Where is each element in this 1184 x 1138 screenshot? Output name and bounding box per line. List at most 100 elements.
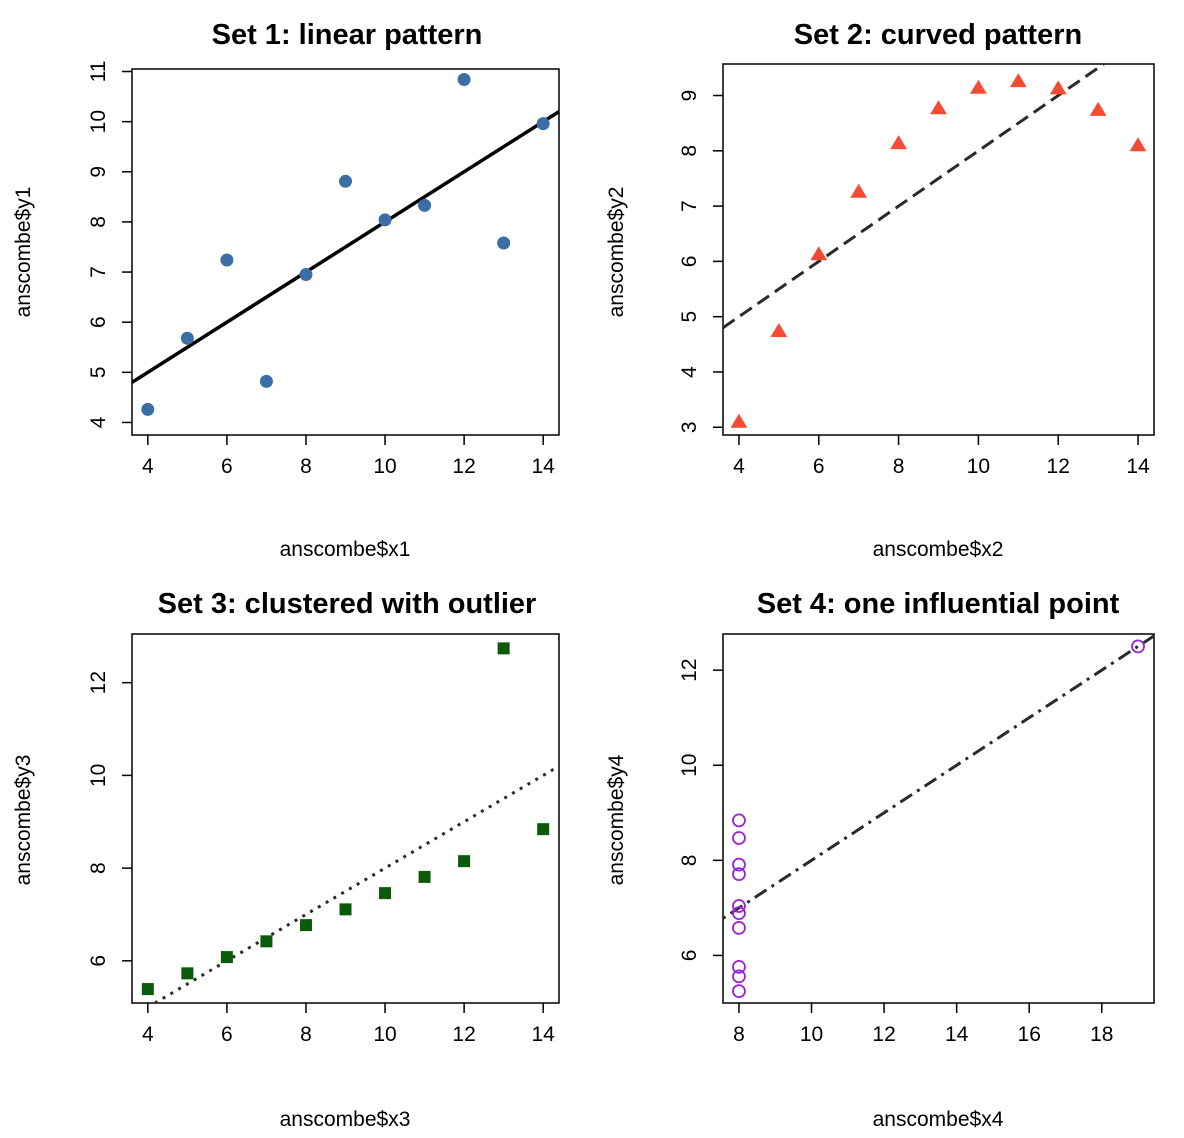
y-axis: 6 8 10 12	[87, 671, 132, 967]
x-tick-label: 6	[813, 455, 825, 478]
y-axis-label: anscombe$y2	[605, 187, 628, 318]
x-tick-label: 8	[300, 455, 312, 478]
plot-frame	[722, 63, 1155, 436]
data-point	[732, 867, 746, 882]
data-point	[299, 919, 312, 932]
x-tick-label: 12	[452, 455, 475, 478]
y-tick-label: 6	[87, 955, 110, 967]
x-tick-label: 14	[532, 455, 556, 478]
y-tick-label: 5	[678, 311, 701, 323]
x-tick-label: 8	[893, 455, 905, 478]
data-point	[260, 935, 273, 948]
panel-title: Set 3: clustered with outlier	[158, 588, 537, 620]
data-point	[457, 73, 471, 87]
y-tick-label: 9	[678, 90, 701, 102]
data-point	[497, 236, 511, 250]
data-point	[497, 642, 510, 655]
data-point	[1089, 101, 1107, 116]
data-point	[732, 857, 746, 872]
x-tick-label: 14	[532, 1023, 556, 1046]
x-axis: 4 6 8 10 12 14	[142, 435, 555, 478]
x-tick-label: 6	[221, 455, 233, 478]
data-point	[770, 323, 788, 338]
y-tick-label: 7	[87, 266, 110, 278]
y-tick-label: 8	[87, 862, 110, 874]
x-axis: 8 10 12 14 16 18	[733, 1003, 1113, 1046]
data-point	[1009, 73, 1027, 88]
regression-line	[131, 110, 560, 384]
data-point	[890, 135, 907, 150]
y-axis: 4 5 6 7 8 9 10 11	[87, 61, 132, 428]
data-point	[732, 831, 746, 845]
x-tick-label: 6	[221, 1023, 233, 1046]
y-axis-label: anscombe$y4	[605, 754, 628, 885]
x-tick-label: 14	[945, 1023, 969, 1046]
data-point	[732, 984, 746, 999]
x-tick-label: 12	[1047, 455, 1070, 478]
x-axis-label: anscombe$x2	[873, 538, 1004, 561]
y-tick-label: 3	[678, 421, 701, 433]
data-point	[379, 887, 392, 900]
data-point	[810, 246, 828, 261]
y-tick-label: 6	[678, 950, 701, 962]
data-layer	[141, 642, 560, 1005]
data-point	[1129, 137, 1147, 152]
x-tick-label: 10	[373, 1023, 396, 1046]
panel-set-2: Set 2: curved pattern 4 6 8 10 12 14 3456789 …	[605, 19, 1155, 561]
y-tick-label: 6	[87, 316, 110, 328]
data-point	[418, 870, 431, 883]
data-point	[732, 813, 746, 828]
data-point	[181, 967, 194, 980]
y-tick-label: 12	[678, 658, 701, 681]
x-tick-label: 10	[373, 455, 396, 478]
x-axis: 4 6 8 10 12 14	[733, 435, 1150, 478]
y-tick-label: 9	[87, 166, 110, 178]
data-point	[141, 402, 155, 416]
data-point	[378, 213, 392, 227]
x-tick-label: 10	[967, 455, 990, 478]
data-point	[1131, 639, 1145, 654]
y-tick-label: 12	[87, 671, 110, 694]
y-tick-label: 10	[87, 764, 110, 787]
plot-frame	[131, 633, 560, 1004]
data-point	[732, 969, 746, 984]
x-tick-label: 8	[300, 1023, 312, 1046]
panel-set-1: Set 1: linear pattern 4 6 8 10 12 14 4 5 6 7 8 9 10…	[12, 19, 560, 561]
x-tick-label: 4	[733, 455, 745, 478]
data-point	[732, 906, 746, 921]
x-tick-label: 4	[142, 1023, 154, 1046]
data-point	[458, 855, 471, 868]
plot-frame	[131, 68, 560, 436]
data-point	[220, 253, 234, 267]
y-axis: 3 4 5 6 7 8 9	[678, 90, 723, 433]
panel-set-3: Set 3: clustered with outlier 4 6 8 10 12 14 …	[12, 588, 560, 1131]
x-tick-label: 14	[1126, 455, 1150, 478]
x-tick-label: 4	[142, 455, 154, 478]
regression-line	[722, 634, 1155, 920]
data-layer	[131, 73, 560, 416]
data-point	[339, 903, 352, 916]
y-tick-label: 8	[678, 145, 701, 157]
data-point	[339, 174, 352, 188]
x-tick-label: 8	[733, 1023, 745, 1046]
y-tick-label: 5	[87, 366, 110, 378]
data-point	[299, 268, 313, 282]
data-point	[970, 79, 987, 94]
y-axis-label: anscombe$y3	[12, 755, 35, 886]
y-tick-label: 4	[678, 366, 701, 378]
x-axis-label: anscombe$x4	[873, 1108, 1004, 1131]
x-axis-label: anscombe$x3	[280, 1108, 411, 1131]
panel-title: Set 2: curved pattern	[794, 19, 1082, 51]
regression-line	[154, 764, 560, 1005]
x-tick-label: 18	[1090, 1023, 1113, 1046]
x-axis-label: anscombe$x1	[280, 538, 411, 561]
data-layer	[722, 62, 1147, 428]
plot-frame	[722, 633, 1155, 1004]
data-point	[732, 959, 746, 974]
data-point	[418, 198, 432, 212]
data-point	[180, 331, 194, 345]
data-point	[141, 983, 154, 996]
x-tick-label: 10	[800, 1023, 823, 1046]
data-point	[259, 374, 273, 388]
